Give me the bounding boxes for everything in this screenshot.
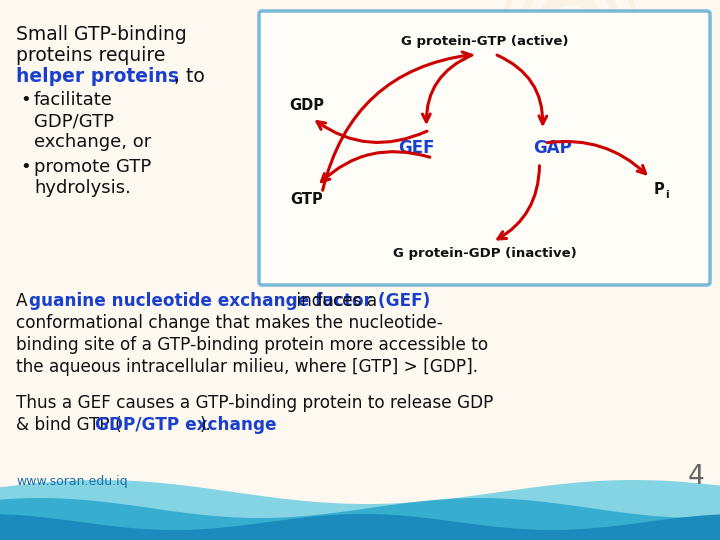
Text: GEF: GEF (398, 139, 435, 157)
Text: 4: 4 (688, 464, 704, 490)
FancyBboxPatch shape (259, 11, 710, 285)
Polygon shape (0, 498, 720, 540)
Polygon shape (511, 0, 626, 216)
Polygon shape (0, 480, 720, 540)
Polygon shape (0, 514, 720, 540)
Text: helper proteins: helper proteins (16, 67, 179, 86)
Text: proteins require: proteins require (16, 46, 166, 65)
Text: GTP: GTP (291, 192, 323, 207)
Text: induces a: induces a (291, 292, 377, 310)
Text: GDP/GTP: GDP/GTP (34, 112, 114, 130)
Text: G protein-GTP (active): G protein-GTP (active) (401, 36, 568, 49)
Text: exchange, or: exchange, or (34, 133, 151, 151)
Polygon shape (500, 0, 640, 187)
Text: P: P (654, 183, 665, 198)
Text: binding site of a GTP-binding protein more accessible to: binding site of a GTP-binding protein mo… (16, 336, 488, 354)
Text: Thus a GEF causes a GTP-binding protein to release GDP: Thus a GEF causes a GTP-binding protein … (16, 394, 493, 412)
Text: •: • (20, 91, 31, 109)
Text: , to: , to (174, 67, 204, 86)
Text: i: i (665, 190, 669, 200)
Text: A: A (16, 292, 33, 310)
Text: & bind GTP (: & bind GTP ( (16, 416, 122, 434)
Text: ).: ). (199, 416, 211, 434)
Text: www.soran.edu.iq: www.soran.edu.iq (16, 475, 127, 488)
Text: GDP: GDP (289, 98, 325, 113)
Text: conformational change that makes the nucleotide-: conformational change that makes the nuc… (16, 314, 443, 332)
Polygon shape (487, 0, 653, 191)
Text: facilitate: facilitate (34, 91, 113, 109)
Text: GAP: GAP (533, 139, 572, 157)
Text: promote GTP: promote GTP (34, 158, 151, 176)
Text: G protein-GDP (inactive): G protein-GDP (inactive) (392, 247, 577, 260)
Text: •: • (20, 158, 31, 176)
Text: the aqueous intracellular milieu, where [GTP] > [GDP].: the aqueous intracellular milieu, where … (16, 358, 478, 376)
Text: Small GTP-binding: Small GTP-binding (16, 25, 186, 44)
Text: hydrolysis.: hydrolysis. (34, 179, 131, 197)
Text: GDP/GTP exchange: GDP/GTP exchange (94, 416, 276, 434)
Text: guanine nucleotide exchange factor (GEF): guanine nucleotide exchange factor (GEF) (29, 292, 431, 310)
